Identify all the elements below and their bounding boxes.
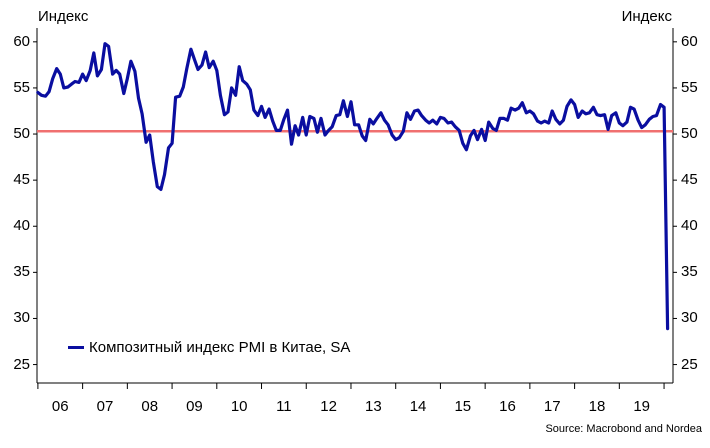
right-axis-title: Индекс: [621, 8, 672, 25]
x-tick-label: 18: [588, 398, 606, 415]
x-tick-label: 11: [276, 398, 292, 415]
x-tick-label: 16: [499, 398, 516, 415]
right-y-tick-label: 35: [681, 263, 698, 281]
x-tick-label: 09: [186, 398, 203, 415]
x-tick-label: 07: [96, 398, 114, 415]
x-tick-label: 10: [230, 398, 248, 415]
right-y-tick-label: 30: [681, 309, 698, 327]
series-layer: [36, 42, 670, 331]
legend: Композитный индекс PMI в Китае, SA: [64, 337, 355, 358]
pmi-series-line: [36, 42, 670, 331]
right-y-tick-label: 60: [681, 32, 698, 50]
left-y-tick-label: 40: [13, 217, 30, 235]
right-y-tick-label: 45: [681, 171, 698, 189]
x-tick-label: 13: [364, 398, 382, 415]
left-y-tick-label: 45: [13, 171, 30, 189]
right-y-tick-label: 50: [681, 125, 698, 143]
x-tick-label: 06: [51, 398, 69, 415]
right-y-tick-label: 55: [681, 78, 698, 96]
x-tick-label: 08: [141, 398, 159, 415]
x-tick-label: 19: [633, 398, 651, 415]
right-y-tick-label: 40: [681, 217, 698, 235]
left-y-tick-label: 35: [13, 263, 30, 281]
left-y-tick-label: 50: [13, 125, 30, 143]
left-y-tick-label: 60: [13, 32, 30, 50]
x-tick-label: 14: [409, 398, 427, 415]
legend-label-pmi: Композитный индекс PMI в Китае, SA: [89, 339, 351, 356]
x-tick-label: 12: [320, 398, 337, 415]
left-y-tick-label: 30: [13, 309, 30, 327]
x-tick-label: 17: [543, 398, 561, 415]
left-y-tick-label: 55: [13, 78, 30, 96]
legend-swatch: [68, 346, 84, 349]
right-y-tick-label: 25: [681, 355, 698, 373]
source-note: Source: Macrobond and Nordea: [545, 423, 702, 435]
chart-axes: [33, 28, 677, 389]
left-axis-title: Индекс: [38, 8, 89, 25]
x-tick-label: 15: [454, 398, 472, 415]
left-y-tick-label: 25: [13, 355, 30, 373]
